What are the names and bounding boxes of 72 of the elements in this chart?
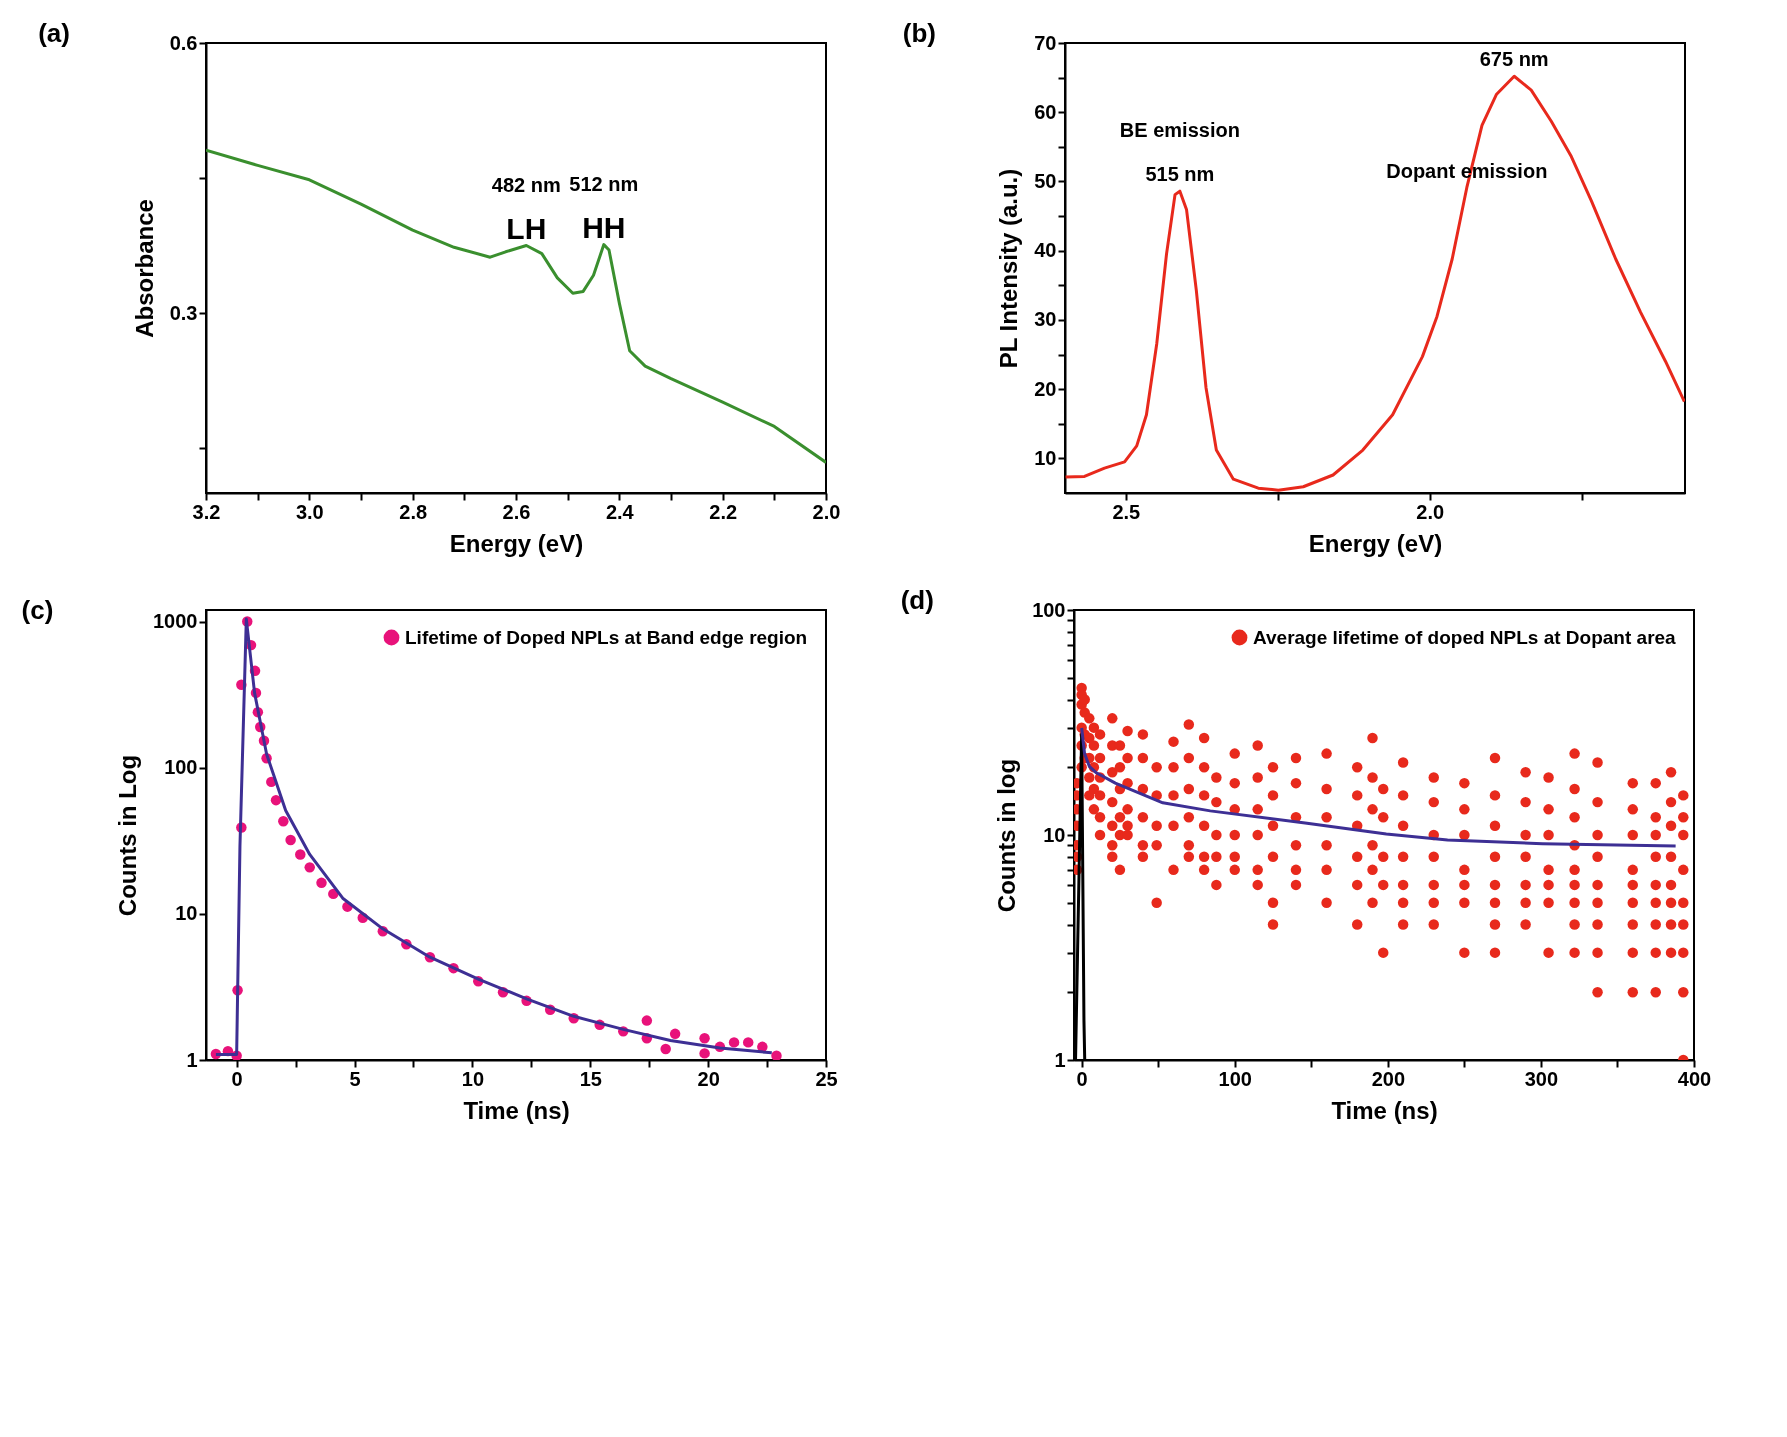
point: [278, 816, 289, 827]
annotation: HH: [582, 210, 626, 244]
point: [699, 1032, 710, 1044]
legend-label: Lifetime of Doped NPLs at Band edge region: [405, 626, 808, 648]
x-tick-label: 300: [1524, 1067, 1559, 1090]
chart-title: (d): [900, 585, 934, 615]
point: [742, 1037, 754, 1048]
x-tick-label: 200: [1371, 1067, 1406, 1090]
y-tick-label: 40: [1034, 239, 1057, 262]
y-tick-label: 1: [1054, 1048, 1066, 1071]
annotation: BE emission: [1119, 119, 1240, 142]
y-tick-label: 0.6: [169, 31, 198, 54]
annotation: 675 nm: [1479, 48, 1549, 71]
x-axis-title: Energy (eV): [449, 529, 584, 557]
point: [316, 877, 327, 889]
x-tick-label: 2.8: [399, 500, 428, 523]
annotation: LH: [506, 211, 547, 245]
y-axis-title: Counts in Log: [114, 754, 142, 917]
annotation: 482 nm: [491, 173, 561, 196]
line-series: [206, 148, 826, 464]
y-axis-title: Counts in log: [993, 758, 1021, 913]
y-tick-label: 0.3: [169, 301, 198, 324]
y-axis-title: PL Intensity (a.u.): [995, 168, 1023, 369]
annotation: 512 nm: [569, 172, 639, 195]
y-tick-label: 10: [1034, 446, 1057, 469]
point: [285, 834, 296, 846]
x-tick-label: 20: [697, 1067, 720, 1090]
y-tick-label: 70: [1034, 31, 1057, 54]
y-tick-label: 1: [186, 1048, 198, 1071]
x-axis-title: Energy (eV): [1308, 529, 1443, 557]
point: [660, 1043, 671, 1055]
chart-title: (a): [38, 18, 70, 48]
y-tick-label: 10: [175, 902, 198, 925]
x-tick-label: 2.4: [605, 500, 635, 523]
annotation: 515 nm: [1145, 163, 1215, 186]
x-tick-label: 25: [815, 1067, 838, 1090]
chart-title: (c): [21, 595, 54, 625]
x-tick-label: 2.0: [1416, 500, 1445, 523]
x-tick-label: 0: [231, 1067, 243, 1090]
x-axis-title: Time (ns): [463, 1096, 570, 1124]
x-axis-title: Time (ns): [1331, 1096, 1438, 1124]
point: [270, 794, 282, 806]
y-tick-label: 50: [1034, 169, 1057, 192]
y-tick-label: 10: [1043, 823, 1066, 846]
x-tick-label: 10: [461, 1067, 485, 1090]
y-tick-label: 20: [1034, 377, 1057, 400]
x-tick-label: 100: [1218, 1067, 1252, 1090]
y-axis-title: Absorbance: [130, 199, 158, 338]
x-tick-label: 0: [1076, 1067, 1088, 1090]
point: [304, 862, 315, 873]
x-tick-label: 2.6: [502, 500, 531, 523]
y-tick-label: 60: [1034, 100, 1057, 123]
x-tick-label: 5: [349, 1067, 361, 1090]
y-tick-label: 100: [1032, 598, 1066, 621]
chart-title: (b): [902, 18, 936, 48]
point: [771, 1050, 782, 1060]
x-tick-label: 3.0: [295, 500, 324, 523]
x-tick-label: 2.2: [709, 500, 738, 523]
y-tick-label: 100: [164, 756, 198, 779]
y-tick-label: 1000: [153, 610, 198, 633]
legend-label: Average lifetime of doped NPLs at Dopant area: [1253, 626, 1677, 648]
point: [669, 1028, 681, 1040]
point: [295, 849, 306, 860]
x-tick-label: 2.0: [812, 500, 841, 523]
x-tick-label: 400: [1677, 1067, 1712, 1090]
x-tick-label: 2.5: [1112, 500, 1141, 523]
x-tick-label: 15: [579, 1067, 602, 1090]
point: [699, 1048, 710, 1059]
point: [641, 1015, 653, 1026]
y-tick-label: 30: [1034, 308, 1057, 331]
point: [728, 1037, 740, 1048]
x-tick-label: 3.2: [192, 500, 221, 523]
